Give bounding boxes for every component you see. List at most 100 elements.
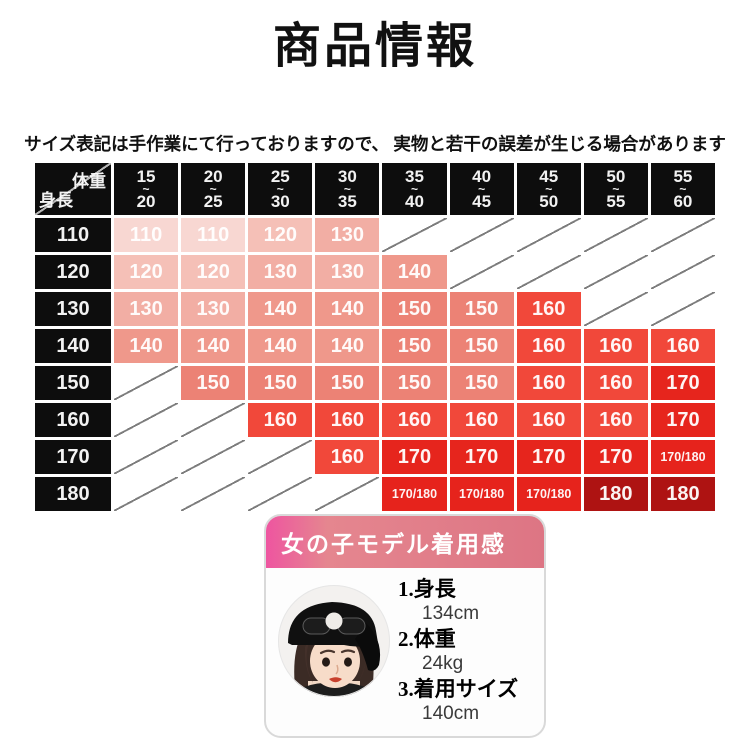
size-cell: 140 [248, 292, 313, 326]
size-cell: 160 [449, 403, 514, 437]
row-header-160: 160 [35, 403, 111, 437]
size-cell: 140 [382, 255, 447, 289]
size-cell-empty [382, 218, 447, 252]
model-spec-list: 1.身長 134cm 2.体重 24kg 3.着用サイズ 140cm [398, 576, 518, 726]
size-cell-empty [248, 440, 313, 474]
col-header-25-30: 25 ~30 [248, 163, 313, 215]
col-header-40-45: 40 ~45 [449, 163, 514, 215]
size-cell: 180 [583, 477, 648, 511]
col-header-50-55: 50 ~55 [583, 163, 648, 215]
corner-header-cell: 体重 身長 [35, 163, 111, 215]
size-cell-empty [650, 292, 715, 326]
size-cell: 160 [583, 329, 648, 363]
size-cell: 170 [516, 440, 581, 474]
spec-value: 140cm [422, 703, 480, 724]
size-cell: 150 [382, 366, 447, 400]
size-cell: 150 [181, 366, 246, 400]
size-cell: 160 [583, 366, 648, 400]
size-cell: 140 [315, 292, 380, 326]
size-cell-empty [315, 477, 380, 511]
size-cell-empty [650, 255, 715, 289]
size-cell: 140 [248, 329, 313, 363]
size-cell: 160 [382, 403, 447, 437]
size-cell: 160 [315, 440, 380, 474]
row-header-150: 150 [35, 366, 111, 400]
size-cell: 140 [181, 329, 246, 363]
size-cell-empty [181, 440, 246, 474]
model-panel-title: 女の子モデル着用感 [266, 516, 544, 568]
size-disclaimer-text: サイズ表記は手作業にて行っておりますので、 実物と若干の誤差が生じる場合がありま… [24, 134, 726, 154]
size-cell: 160 [516, 403, 581, 437]
corner-height-label: 身長 [39, 191, 73, 210]
size-cell-empty [114, 477, 179, 511]
col-header-45-50: 45 ~50 [516, 163, 581, 215]
row-header-180: 180 [35, 477, 111, 511]
size-cell: 170 [382, 440, 447, 474]
size-cell: 130 [114, 292, 179, 326]
size-cell: 160 [650, 329, 715, 363]
model-fit-panel: 女の子モデル着用感 [264, 514, 546, 738]
size-cell: 110 [114, 218, 179, 252]
size-cell-empty [449, 255, 514, 289]
spec-item-1: 1.身長 134cm [398, 576, 518, 626]
size-cell: 170 [650, 403, 715, 437]
row-header-120: 120 [35, 255, 111, 289]
size-cell: 140 [114, 329, 179, 363]
size-cell: 150 [449, 366, 514, 400]
size-cell-empty [114, 366, 179, 400]
size-cell: 150 [449, 292, 514, 326]
model-panel-body: 1.身長 134cm 2.体重 24kg 3.着用サイズ 140cm [266, 568, 544, 726]
size-cell: 170 [449, 440, 514, 474]
col-header-30-35: 30 ~35 [315, 163, 380, 215]
size-cell: 150 [449, 329, 514, 363]
size-cell-empty [248, 477, 313, 511]
spec-item-3: 3.着用サイズ 140cm [398, 676, 518, 726]
spec-value: 134cm [422, 603, 480, 624]
col-header-20-25: 20 ~25 [181, 163, 246, 215]
size-cell-empty [650, 218, 715, 252]
size-cell-empty [516, 218, 581, 252]
size-cell: 170 [583, 440, 648, 474]
page-title: 商品情報 [272, 20, 477, 73]
size-cell: 170/180 [516, 477, 581, 511]
size-cell-empty [181, 477, 246, 511]
girl-model-photo [278, 585, 390, 697]
size-cell: 160 [315, 403, 380, 437]
spec-label: 1.身長 [398, 577, 456, 601]
size-cell-empty [449, 218, 514, 252]
col-header-55-60: 55 ~60 [650, 163, 715, 215]
size-cell: 150 [382, 292, 447, 326]
size-chart-table: 体重 身長 15 ~20 20 ~25 25 ~30 30 ~35 35 ~40 40 ~45 45 ~50 5… [35, 163, 715, 511]
size-cell-empty [583, 255, 648, 289]
size-cell: 160 [248, 403, 313, 437]
size-cell-empty [114, 403, 179, 437]
size-cell: 170/180 [382, 477, 447, 511]
size-cell: 160 [516, 292, 581, 326]
row-header-170: 170 [35, 440, 111, 474]
size-cell: 160 [516, 366, 581, 400]
size-cell-empty [114, 440, 179, 474]
spec-label: 3.着用サイズ [398, 677, 519, 701]
row-header-130: 130 [35, 292, 111, 326]
spec-value: 24kg [422, 653, 464, 674]
size-cell: 160 [516, 329, 581, 363]
size-cell: 120 [114, 255, 179, 289]
size-cell: 150 [382, 329, 447, 363]
size-cell-empty [516, 255, 581, 289]
spec-label: 2.体重 [398, 627, 456, 651]
size-cell-empty [583, 292, 648, 326]
size-cell: 130 [315, 218, 380, 252]
size-cell-empty [583, 218, 648, 252]
size-cell: 140 [315, 329, 380, 363]
size-cell: 110 [181, 218, 246, 252]
size-cell: 180 [650, 477, 715, 511]
size-cell: 120 [181, 255, 246, 289]
spec-item-2: 2.体重 24kg [398, 626, 518, 676]
size-cell: 170 [650, 366, 715, 400]
size-cell: 160 [583, 403, 648, 437]
size-cell: 170/180 [650, 440, 715, 474]
size-cell: 150 [315, 366, 380, 400]
col-header-15-20: 15 ~20 [114, 163, 179, 215]
size-cell: 170/180 [449, 477, 514, 511]
size-cell: 130 [181, 292, 246, 326]
